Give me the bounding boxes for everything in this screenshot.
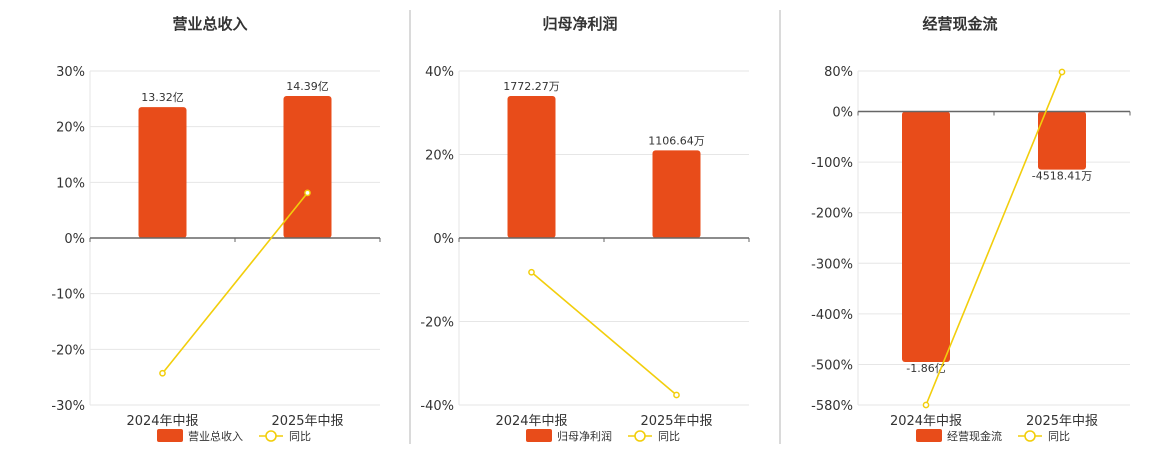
legend-line-marker [265, 430, 277, 442]
legend-bar-swatch [526, 429, 552, 442]
y-tick-label: 40% [425, 65, 454, 80]
legend-bar-label: 经营现金流 [947, 429, 1002, 443]
legend-line-label: 同比 [658, 430, 680, 443]
x-tick-label: 2024年中报 [126, 414, 198, 429]
y-tick-label: -500% [811, 359, 853, 374]
y-tick-label: -400% [811, 308, 853, 323]
y-tick-label: 30% [56, 65, 85, 80]
yoy-point [673, 391, 680, 399]
y-tick-label: 10% [56, 176, 85, 191]
chart-title: 营业总收入 [172, 15, 247, 33]
x-tick-label: 2025年中报 [1026, 414, 1098, 429]
y-tick-label: -40% [420, 399, 454, 414]
legend-line-marker [634, 430, 646, 442]
bar [507, 96, 556, 238]
bar-value-label: 1772.27万 [503, 80, 560, 93]
bar-value-label: 14.39亿 [286, 80, 329, 93]
yoy-line [925, 71, 1063, 406]
bar [283, 96, 332, 238]
yoy-point [528, 268, 535, 276]
yoy-point [159, 369, 166, 377]
legend-bar-swatch [916, 429, 942, 442]
chart-panel-net-profit: 归母净利润 40% 20% 0% -20% -40% 1772.27万 1106.64万 20… [420, 15, 750, 443]
y-tick-label: 0% [64, 232, 85, 247]
y-tick-label: 0% [433, 232, 454, 247]
chart-panel-revenue: 营业总收入 30% 20% 10% 0% -10% -20% -30% 13.32亿 14.39… [51, 15, 381, 443]
y-tick-label: 20% [425, 149, 454, 164]
y-tick-label: -20% [420, 316, 454, 331]
y-tick-label: -20% [51, 343, 85, 358]
x-tick-label: 2025年中报 [271, 414, 343, 429]
bar-value-label: 1106.64万 [648, 134, 705, 147]
bar [138, 107, 187, 238]
chart-title: 归母净利润 [542, 15, 617, 33]
legend-bar-swatch [157, 429, 183, 442]
bar [902, 111, 950, 362]
bar [1038, 111, 1086, 170]
chart-title: 经营现金流 [922, 15, 997, 33]
y-tick-label: 0% [832, 105, 853, 120]
yoy-line [161, 192, 309, 374]
legend-line-label: 同比 [289, 430, 311, 443]
y-tick-label: -580% [811, 399, 853, 414]
legend-bar-label: 营业总收入 [188, 429, 243, 443]
y-tick-label: -10% [51, 288, 85, 303]
legend-bar-label: 归母净利润 [557, 429, 612, 443]
x-tick-label: 2024年中报 [495, 414, 567, 429]
x-tick-label: 2024年中报 [890, 414, 962, 429]
y-tick-label: -30% [51, 399, 85, 414]
y-tick-label: -100% [811, 156, 853, 171]
y-tick-label: -200% [811, 207, 853, 222]
yoy-point [922, 401, 930, 409]
y-tick-label: -300% [811, 257, 853, 272]
chart-panel-operating-cashflow: 经营现金流 80% 0% -100% -200% -300% -400% -500% -580… [811, 15, 1131, 443]
legend-line-marker [1024, 430, 1036, 442]
bar-value-label: 13.32亿 [141, 91, 184, 104]
bar-value-label: -4518.41万 [1032, 170, 1092, 183]
y-tick-label: 20% [56, 121, 85, 136]
bar [652, 150, 701, 238]
yoy-point [304, 189, 311, 197]
x-tick-label: 2025年中报 [640, 414, 712, 429]
y-tick-label: 80% [824, 65, 853, 80]
yoy-point [1058, 68, 1066, 76]
legend-line-label: 同比 [1048, 430, 1070, 443]
bar-value-label: -1.86亿 [906, 362, 945, 375]
yoy-line [530, 271, 678, 396]
